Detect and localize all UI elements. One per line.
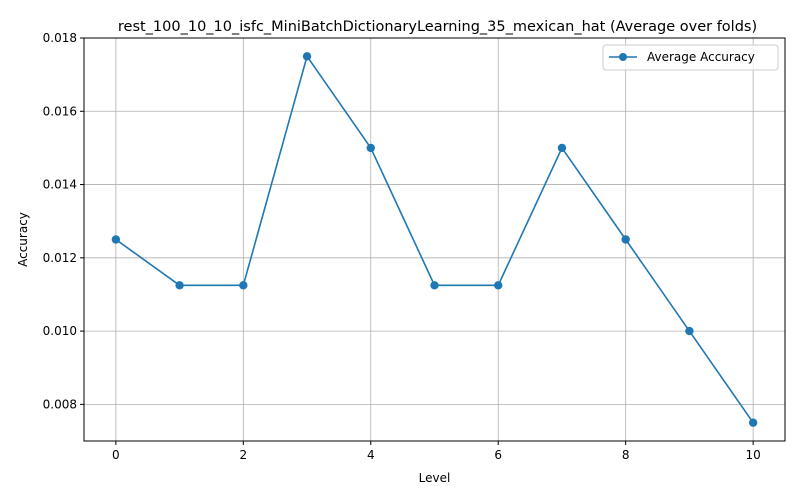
chart-title: rest_100_10_10_isfc_MiniBatchDictionaryL…: [118, 19, 757, 35]
x-tick-label: 10: [745, 448, 760, 462]
data-point: [685, 326, 694, 336]
x-tick-label: 0: [112, 448, 120, 462]
x-tick-label: 4: [367, 448, 375, 462]
y-tick-label: 0.016: [43, 104, 77, 118]
y-tick-label: 0.010: [43, 324, 77, 338]
y-tick-label: 0.008: [43, 397, 77, 411]
y-tick-label: 0.014: [43, 178, 77, 192]
y-tick-label: 0.018: [43, 31, 77, 45]
axes: [83, 37, 786, 442]
data-point: [557, 143, 567, 153]
legend-marker-sample: [619, 53, 627, 61]
x-tick-label: 2: [239, 448, 247, 462]
data-point: [239, 281, 248, 290]
x-tick-label: 6: [494, 448, 502, 462]
plot-frame: [83, 37, 786, 442]
legend-entry-average-accuracy: Average Accuracy: [647, 50, 755, 64]
y-tick-label: 0.012: [43, 251, 77, 265]
data-point: [748, 418, 758, 427]
x-tick-label: 8: [622, 448, 630, 462]
data-point: [366, 143, 375, 153]
data-point: [175, 281, 184, 290]
data-point: [621, 235, 630, 244]
data-point: [111, 235, 121, 244]
data-point: [430, 281, 439, 290]
data-point: [302, 52, 312, 61]
data-point: [494, 281, 503, 290]
ticks: 0 2 4 6 8 10 0.008 0.010 0.012 0.014 0.016 0.018: [43, 31, 761, 462]
legend: Average Accuracy: [602, 44, 779, 71]
legend-box: [602, 44, 779, 71]
series-layer: [111, 52, 758, 427]
x-axis-label: Level: [419, 471, 451, 485]
y-axis-label: Accuracy: [16, 212, 30, 267]
